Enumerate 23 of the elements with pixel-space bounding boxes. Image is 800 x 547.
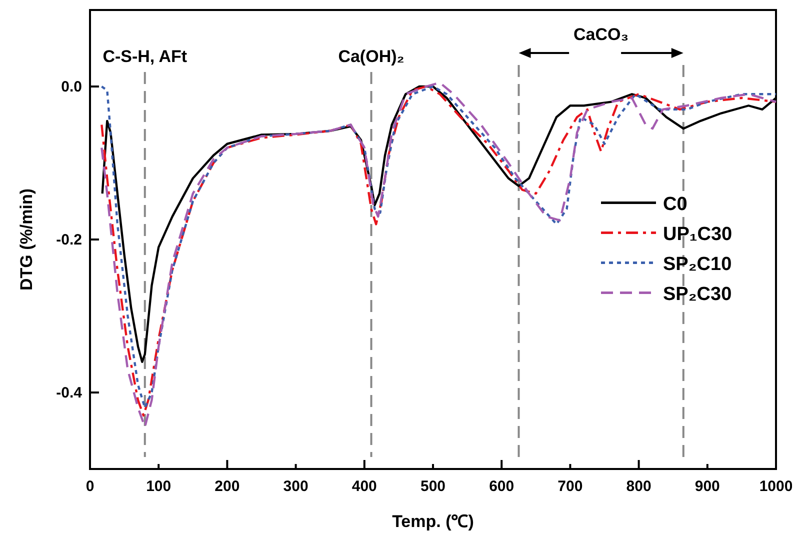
x-tick-label: 100 (146, 478, 172, 495)
legend-label: SP₂C10 (663, 254, 732, 275)
legend-label: UP₁C30 (663, 224, 732, 245)
x-tick-label: 700 (558, 478, 583, 495)
x-tick-label: 800 (626, 478, 652, 495)
x-axis-title: Temp. (℃) (392, 512, 474, 531)
ref-line-label: Ca(OH)₂ (338, 47, 404, 66)
x-tick-label: 200 (214, 478, 240, 495)
annotation: CaCO₃ (574, 25, 629, 44)
x-tick-label: 500 (420, 478, 446, 495)
legend-label: C0 (663, 194, 688, 215)
y-tick-label: 0.0 (61, 78, 82, 96)
legend-label: SP₂C30 (663, 284, 732, 305)
x-tick-label: 300 (283, 478, 308, 495)
ref-line-label: C-S-H, AFt (102, 47, 188, 66)
y-tick-label: -0.2 (56, 232, 82, 248)
x-tick-label: 900 (694, 478, 720, 495)
y-tick-label: -0.4 (56, 384, 83, 402)
x-tick-label: 400 (352, 478, 377, 495)
y-axis-title: DTG (%/min) (17, 188, 36, 290)
x-tick-label: 600 (489, 478, 514, 495)
x-tick-label: 1000 (759, 478, 793, 495)
x-tick-label: 0 (86, 478, 94, 495)
